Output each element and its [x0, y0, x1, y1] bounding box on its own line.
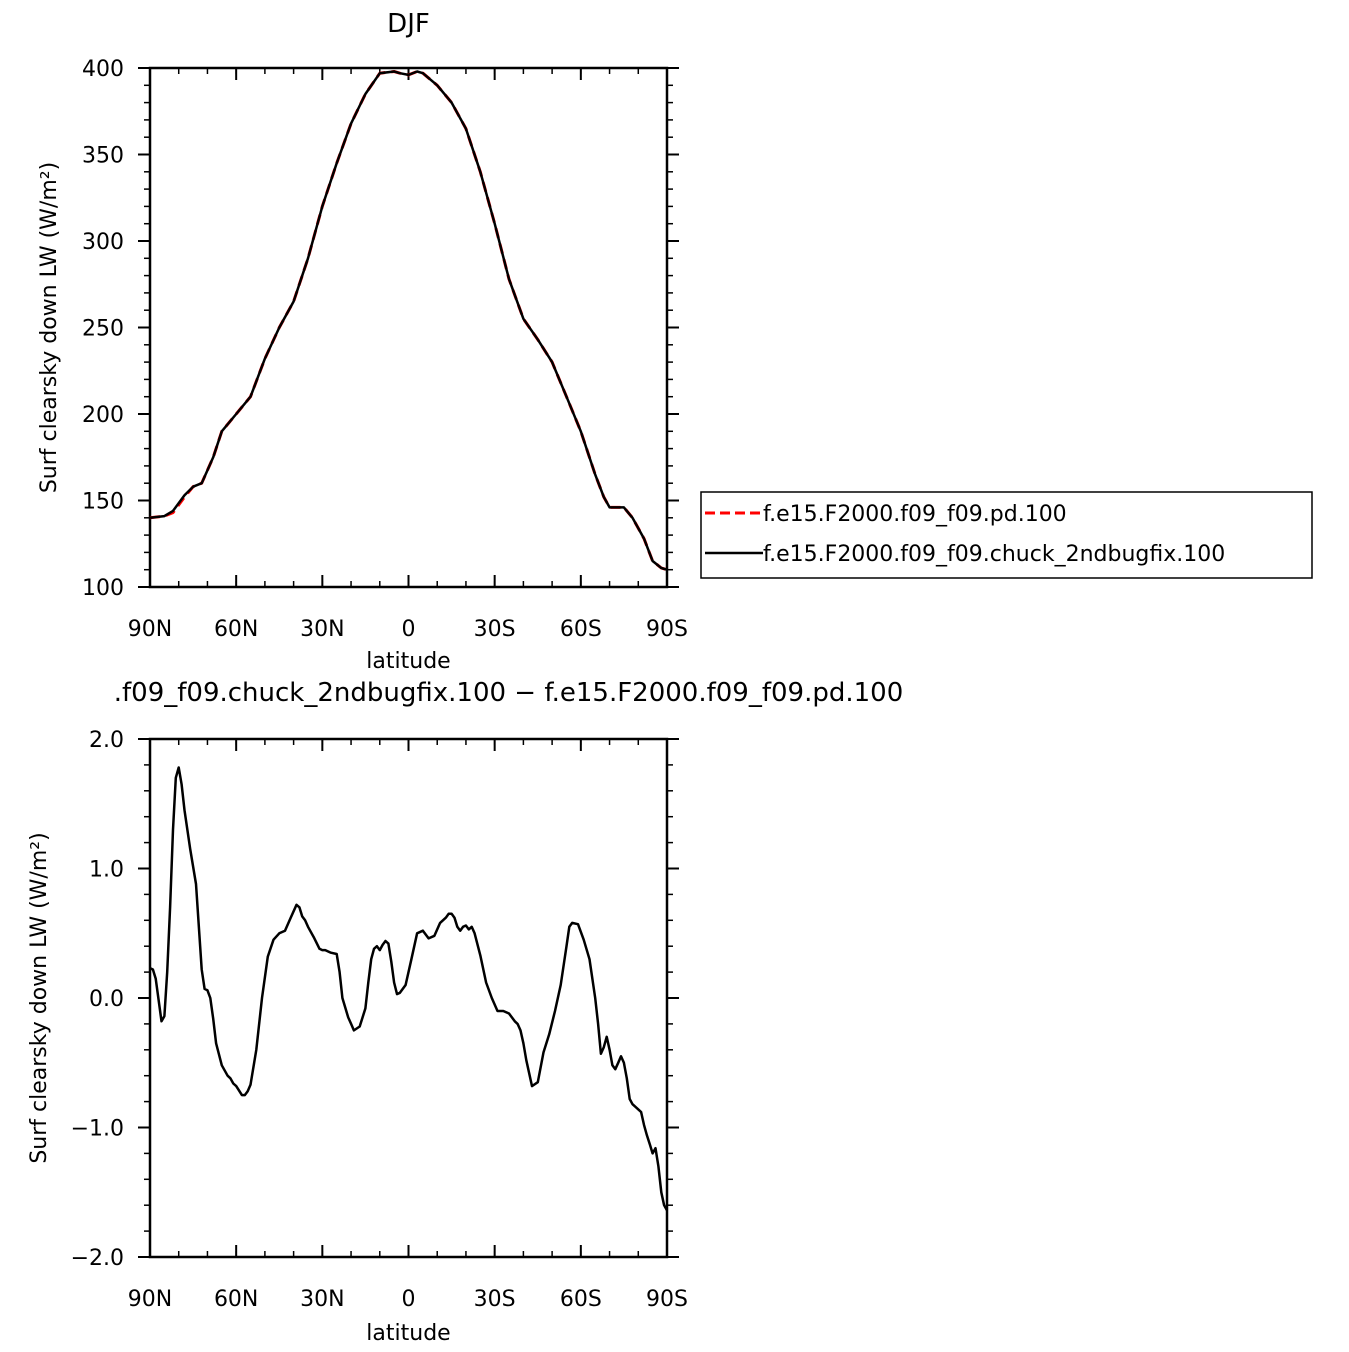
- bottom-chart-difference: .f09_f09.chuck_2ndbugfix.100 − f.e15.F20…: [27, 678, 903, 1346]
- legend-label-1: f.e15.F2000.f09_f09.chuck_2ndbugfix.100: [763, 542, 1225, 567]
- y-tick-label: 0.0: [89, 987, 124, 1012]
- y-tick-label: −2.0: [71, 1246, 124, 1271]
- chart-title: DJF: [387, 9, 430, 39]
- x-tick-label: 90S: [646, 1287, 688, 1312]
- legend-box: [700, 491, 1313, 579]
- x-axis-label: latitude: [366, 649, 450, 674]
- legend: f.e15.F2000.f09_f09.pd.100 f.e15.F2000.f0…: [700, 491, 1313, 579]
- plot-frame: [148, 737, 669, 1259]
- x-tick-label: 60S: [560, 1287, 602, 1312]
- y-tick-label: 300: [82, 230, 124, 255]
- x-tick-label: 60S: [560, 617, 602, 642]
- x-tick-label: 60N: [214, 1287, 258, 1312]
- x-tick-label: 30N: [300, 617, 344, 642]
- x-axis-label: latitude: [366, 1321, 450, 1346]
- series-line-0: [149, 766, 669, 1212]
- y-axis-label: Surf clearsky down LW (W/m²): [37, 162, 62, 493]
- y-tick-label: 250: [82, 317, 124, 342]
- y-tick-label: 200: [82, 403, 124, 428]
- x-tick-label: 30S: [474, 617, 516, 642]
- x-tick-label: 30S: [474, 1287, 516, 1312]
- x-tick-label: 90N: [128, 1287, 172, 1312]
- y-tick-label: 1.0: [89, 858, 124, 883]
- x-tick-label: 90S: [646, 617, 688, 642]
- top-chart-djf: DJF 90N 60N 30N 0 30S 60S 90S 100 150 200 250 300 350…: [37, 9, 1313, 674]
- y-tick-label: 150: [82, 490, 124, 515]
- x-tick-label: 60N: [214, 617, 258, 642]
- x-tick-label: 30N: [300, 1287, 344, 1312]
- y-tick-label: 2.0: [89, 728, 124, 753]
- series-line-0: [149, 70, 668, 572]
- legend-label-0: f.e15.F2000.f09_f09.pd.100: [763, 502, 1067, 527]
- x-tick-label: 0: [402, 1287, 416, 1312]
- x-tick-label: 0: [402, 617, 416, 642]
- y-tick-label: 350: [82, 144, 124, 169]
- y-tick-label: 100: [82, 576, 124, 601]
- x-tick-label: 90N: [128, 617, 172, 642]
- y-tick-label: −1.0: [71, 1117, 124, 1142]
- y-axis-label: Surf clearsky down LW (W/m²): [27, 832, 52, 1163]
- y-tick-label: 400: [82, 57, 124, 82]
- chart-title: .f09_f09.chuck_2ndbugfix.100 − f.e15.F20…: [114, 678, 903, 708]
- series-line-1: [149, 70, 668, 571]
- plot-frame: [148, 66, 669, 589]
